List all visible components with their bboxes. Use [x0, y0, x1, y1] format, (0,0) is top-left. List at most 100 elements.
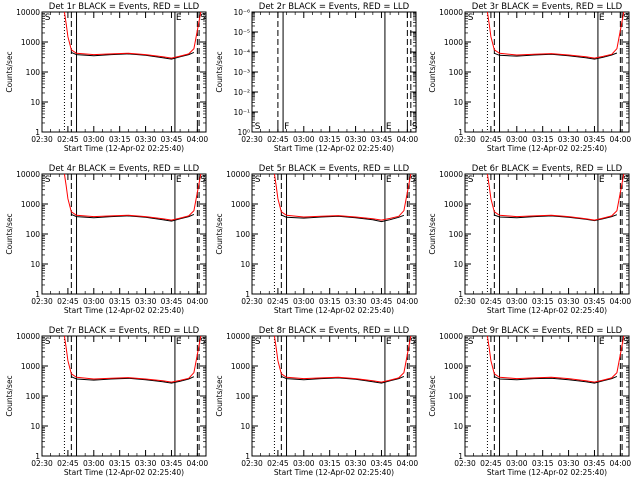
y-axis-label: Counts/sec — [5, 213, 14, 254]
marker-label: S — [410, 175, 416, 185]
x-tick-label: 03:30 — [135, 135, 157, 144]
x-tick-label: 03:45 — [584, 135, 606, 144]
det-7r-panel: Det 7r BLACK = Events, RED = LLD 1 10 100 10… — [5, 326, 208, 477]
x-tick-label: 03:15 — [109, 459, 131, 468]
plot-title: Det 3r BLACK = Events, RED = LLD — [472, 2, 623, 12]
y-tick-label: 1 — [35, 452, 40, 461]
marker-label: S — [200, 337, 206, 347]
y-tick-label: 10⁰ — [237, 128, 250, 137]
det-1r-panel: Det 1r BLACK = Events, RED = LLD 1 10 100 10… — [5, 2, 208, 153]
y-tick-label: 1 — [35, 290, 40, 299]
det-5r-panel: Det 5r BLACK = Events, RED = LLD 1 10 100 10… — [215, 164, 418, 315]
marker-label: S — [468, 175, 474, 185]
x-tick-label: 03:00 — [293, 135, 315, 144]
plot-title: Det 5r BLACK = Events, RED = LLD — [259, 164, 410, 174]
marker-label: F — [284, 122, 289, 132]
y-tick-label: 1 — [245, 452, 250, 461]
y-tick-label: 10000 — [439, 170, 463, 179]
x-axis-label: Start Time (12-Apr-02 02:25:40) — [274, 468, 394, 477]
x-tick-label: 03:15 — [532, 459, 554, 468]
y-tick-label: 10 — [30, 98, 40, 107]
y-tick-label: 10⁻⁴ — [233, 48, 250, 57]
y-tick-label: 100 — [236, 230, 251, 239]
y-tick-label: 10 — [30, 422, 40, 431]
y-tick-label: 100 — [449, 68, 464, 77]
events-series-line — [494, 214, 618, 222]
x-tick-label: 04:00 — [187, 135, 209, 144]
x-tick-label: 04:00 — [397, 135, 419, 144]
marker-label: S — [412, 122, 418, 132]
y-tick-label: 100 — [449, 392, 464, 401]
y-tick-label: 10000 — [439, 8, 463, 17]
y-tick-label: 100 — [26, 68, 41, 77]
x-tick-label: 03:30 — [345, 297, 367, 306]
y-tick-label: 10000 — [16, 8, 40, 17]
lld-series-line — [273, 173, 412, 221]
x-tick-label: 03:15 — [109, 297, 131, 306]
plot-title: Det 8r BLACK = Events, RED = LLD — [259, 326, 410, 336]
x-axis-label: Start Time (12-Apr-02 02:25:40) — [274, 306, 394, 315]
marker-label: E — [386, 337, 392, 347]
lld-series-line — [486, 11, 625, 59]
x-tick-label: 03:45 — [371, 135, 393, 144]
x-tick-label: 02:45 — [57, 297, 79, 306]
x-tick-label: 03:15 — [532, 297, 554, 306]
x-tick-label: 04:00 — [610, 297, 632, 306]
x-tick-label: 03:15 — [319, 459, 341, 468]
y-axis-label: Counts/sec — [428, 213, 437, 254]
x-tick-label: 03:45 — [161, 297, 183, 306]
marker-label: S — [200, 13, 206, 23]
y-tick-label: 1000 — [444, 38, 463, 47]
x-axis-label: Start Time (12-Apr-02 02:25:40) — [487, 144, 607, 153]
y-axis-label: Counts/sec — [215, 51, 224, 92]
det-8r-panel: Det 8r BLACK = Events, RED = LLD 1 10 100 10… — [215, 326, 418, 477]
x-tick-label: 02:30 — [31, 135, 53, 144]
x-axis-label: Start Time (12-Apr-02 02:25:40) — [487, 306, 607, 315]
x-tick-label: 02:30 — [31, 459, 53, 468]
x-tick-label: 03:30 — [558, 459, 580, 468]
events-series-line — [71, 376, 195, 384]
x-axis-label: Start Time (12-Apr-02 02:25:40) — [64, 306, 184, 315]
x-tick-label: 04:00 — [610, 459, 632, 468]
det-6r-panel: Det 6r BLACK = Events, RED = LLD 1 10 100 10… — [428, 164, 631, 315]
lld-series-line — [63, 335, 202, 383]
x-tick-label: 02:30 — [241, 297, 263, 306]
x-axis-label: Start Time (12-Apr-02 02:25:40) — [487, 468, 607, 477]
y-tick-label: 100 — [236, 392, 251, 401]
marker-label: S — [410, 337, 416, 347]
y-tick-label: 1000 — [21, 362, 40, 371]
y-tick-label: 1000 — [21, 38, 40, 47]
y-tick-label: 10 — [30, 260, 40, 269]
y-tick-label: 1 — [458, 128, 463, 137]
x-tick-label: 03:45 — [161, 459, 183, 468]
y-tick-label: 10 — [453, 260, 463, 269]
x-tick-label: 03:45 — [371, 459, 393, 468]
x-tick-label: 03:15 — [319, 135, 341, 144]
marker-label: E — [386, 175, 392, 185]
x-tick-label: 03:00 — [293, 459, 315, 468]
y-tick-label: 10000 — [16, 170, 40, 179]
y-tick-label: 10000 — [226, 332, 250, 341]
y-tick-label: 10000 — [16, 332, 40, 341]
marker-label: S — [623, 337, 629, 347]
plot-title: Det 2r BLACK = Events, RED = LLD — [259, 2, 410, 12]
marker-label: S — [45, 175, 51, 185]
y-tick-label: 100 — [449, 230, 464, 239]
marker-label: S — [255, 122, 261, 132]
x-tick-label: 04:00 — [397, 297, 419, 306]
x-tick-label: 02:45 — [480, 459, 502, 468]
x-tick-label: 02:45 — [57, 135, 79, 144]
x-tick-label: 03:30 — [135, 297, 157, 306]
lld-series-line — [486, 173, 625, 221]
y-tick-label: 1000 — [231, 362, 250, 371]
x-tick-label: 02:30 — [454, 297, 476, 306]
x-tick-label: 02:30 — [31, 297, 53, 306]
x-tick-label: 03:45 — [371, 297, 393, 306]
marker-label: E — [386, 122, 392, 132]
lld-series-line — [273, 335, 412, 383]
x-tick-label: 03:30 — [558, 135, 580, 144]
marker-label: S — [255, 175, 261, 185]
x-tick-label: 03:00 — [506, 135, 528, 144]
det-2r-panel: Det 2r BLACK = Events, RED = LLD 10⁰ 10⁻¹ 1… — [215, 2, 418, 153]
det-9r-panel: Det 9r BLACK = Events, RED = LLD 1 10 100 10… — [428, 326, 631, 477]
